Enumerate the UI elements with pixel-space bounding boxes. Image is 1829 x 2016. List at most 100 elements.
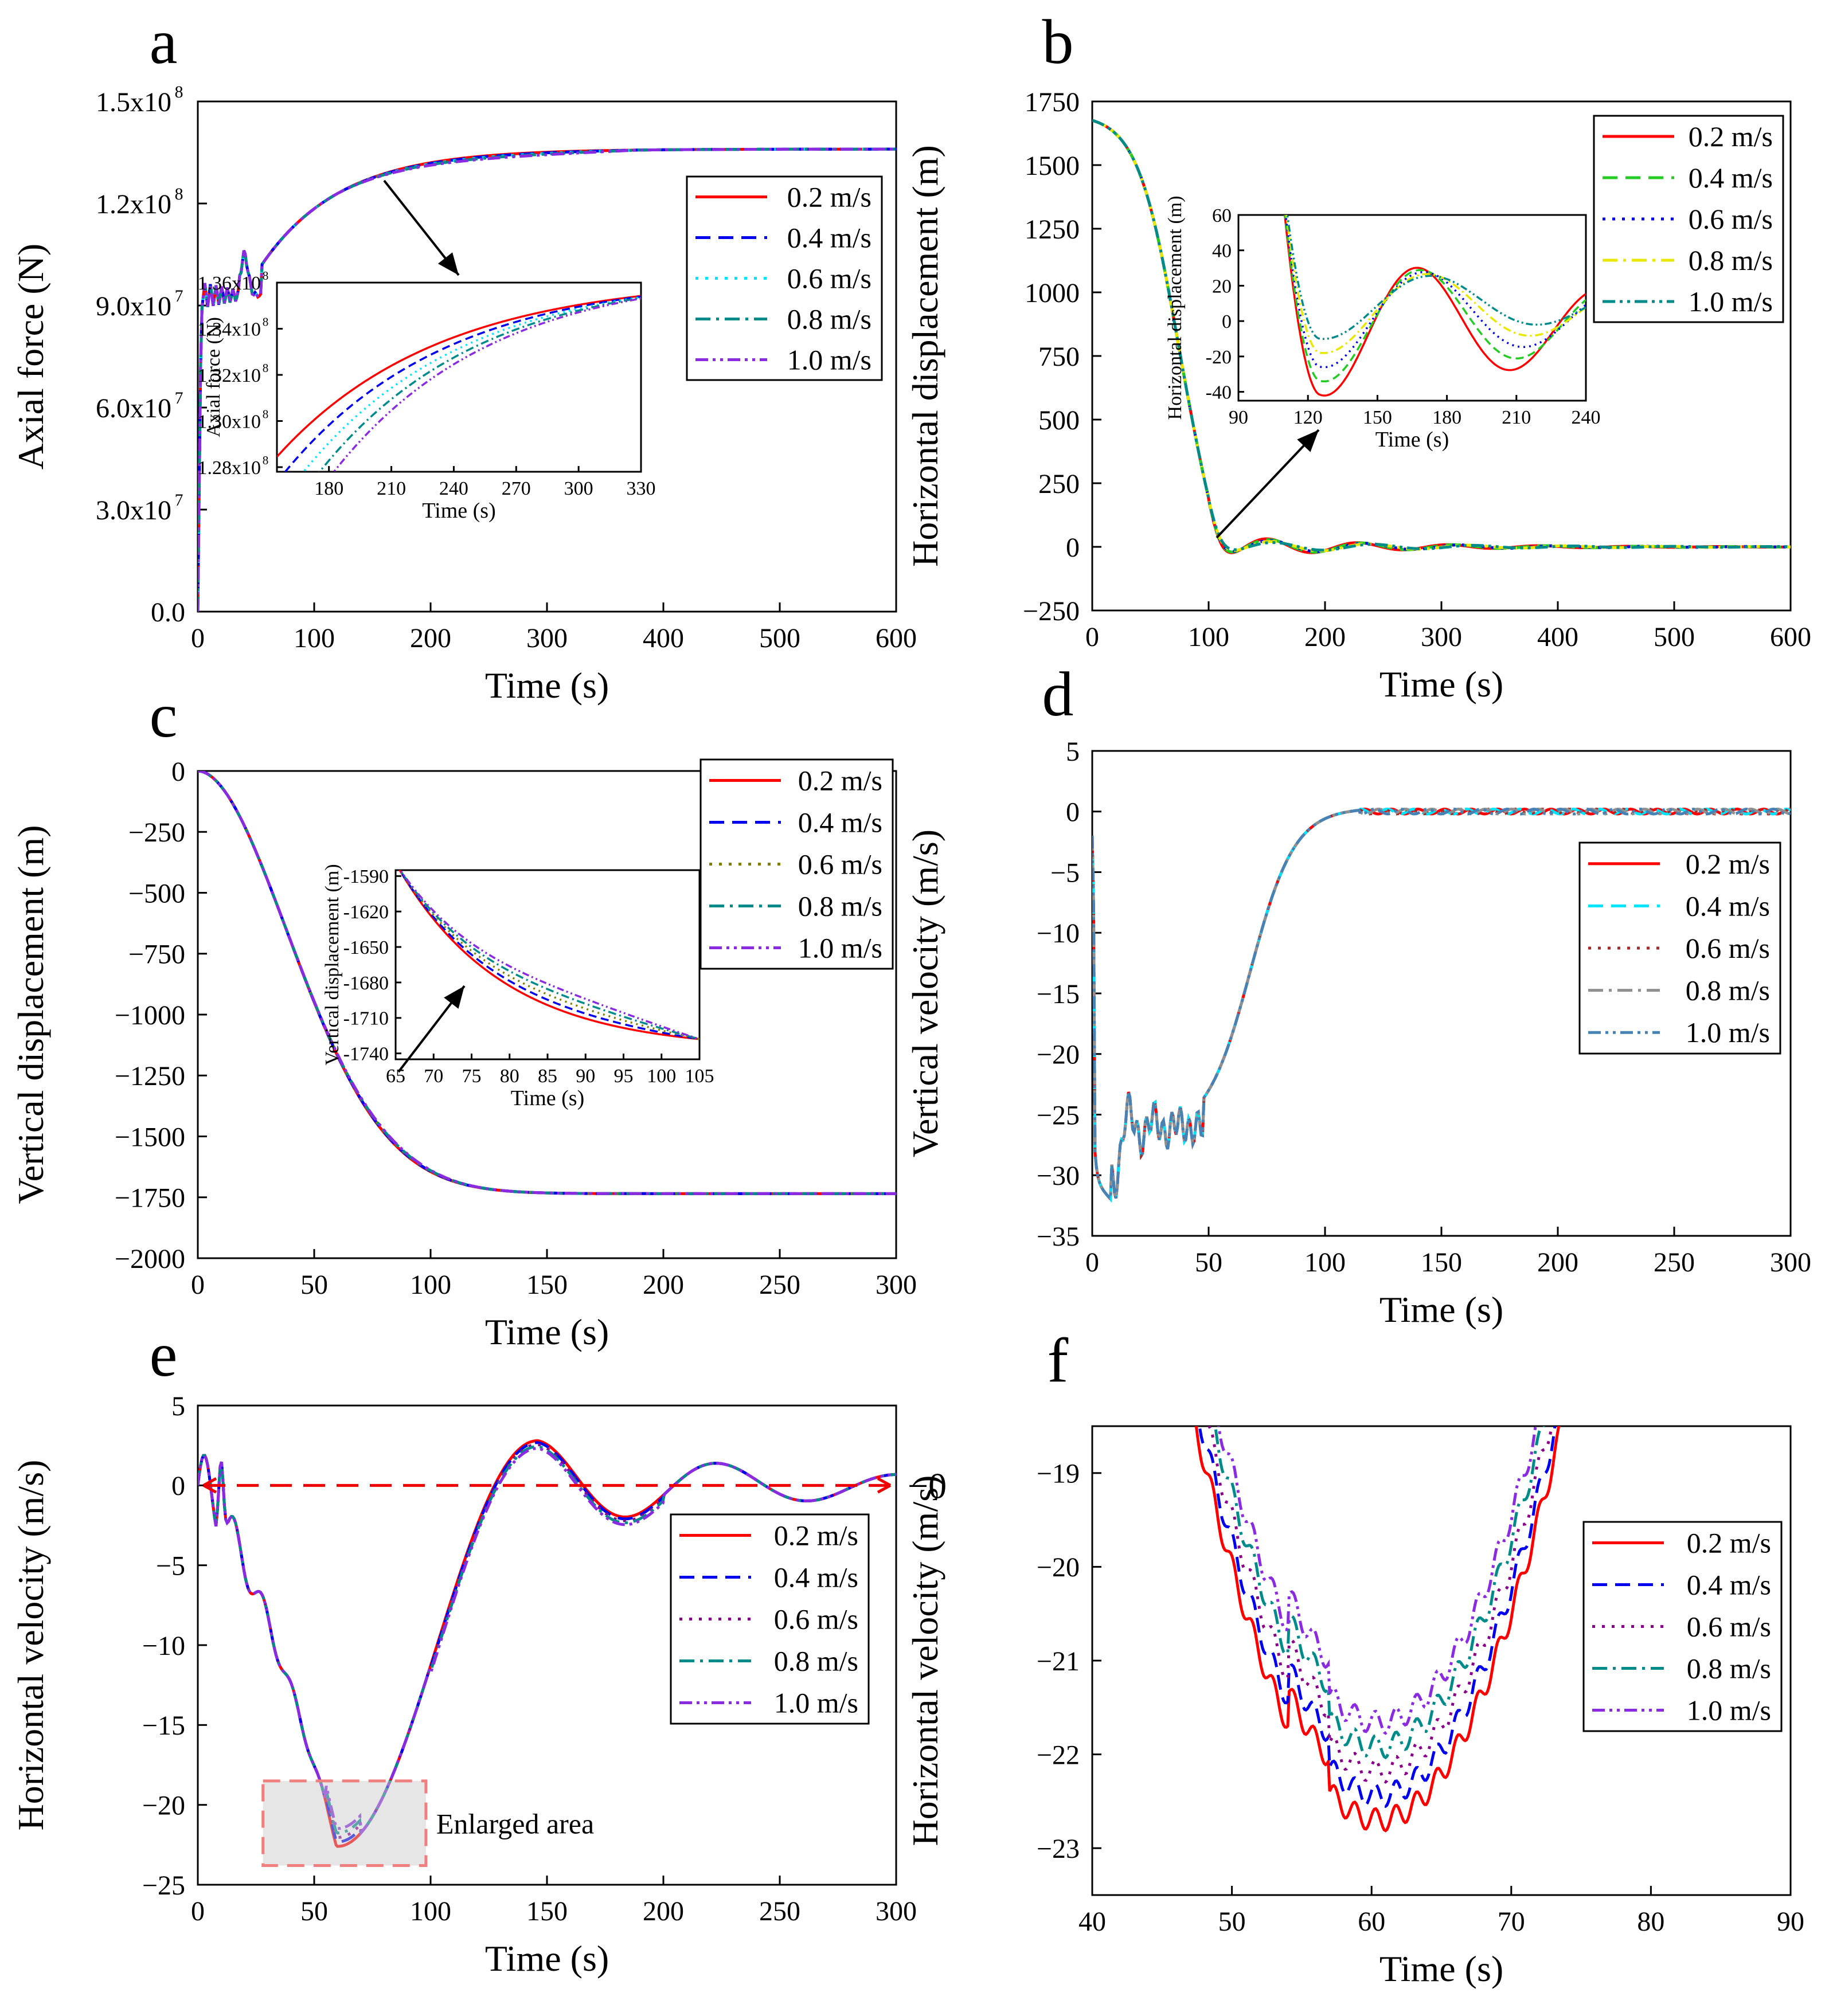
series-line-04: [1284, 215, 1586, 383]
y-tick-label: 1750: [1025, 87, 1080, 118]
legend-entry: 0.6 m/s: [774, 1603, 858, 1635]
inset-background: [277, 283, 641, 472]
y-tick-label: −20: [1037, 1552, 1080, 1583]
y-tick-label: −1250: [115, 1061, 185, 1091]
panel-label: e: [150, 1320, 178, 1389]
legend-entry: 0.8 m/s: [787, 303, 871, 335]
y-tick-label: 0: [171, 1471, 185, 1501]
x-tick-label: 250: [759, 1896, 800, 1927]
enlarged-area-box: [261, 1779, 428, 1868]
legend-box: [1578, 841, 1781, 1055]
y-tick-label: 1.5x10: [96, 87, 171, 118]
y-tick-exponent: 7: [175, 491, 183, 510]
legend-entry: 0.8 m/s: [774, 1645, 858, 1677]
legend-box: [1593, 115, 1784, 323]
x-tick-label: 120: [1293, 407, 1323, 428]
series-line-04: [1198, 1426, 1557, 1808]
y-tick-exponent: 8: [263, 407, 269, 421]
panel-label: a: [150, 7, 178, 77]
legend-entry: 1.0 m/s: [798, 932, 882, 964]
x-tick-label: 400: [643, 623, 684, 653]
chart-panel-f: f 40 50 60 70 80 90 −23 −22 −21 −20 −19 Time (s) Hori…: [905, 1325, 1804, 1989]
y-tick-label: 1.2x10: [96, 189, 171, 220]
y-tick-label: 1250: [1025, 214, 1080, 245]
legend-entry: 0.6 m/s: [1689, 203, 1773, 235]
x-tick-label: 90: [1229, 407, 1248, 428]
x-tick-label: 180: [1432, 407, 1461, 428]
series-line-06: [302, 296, 641, 472]
series-line-08: [1214, 1426, 1546, 1760]
legend-entry: 0.6 m/s: [1687, 1611, 1771, 1643]
y-tick-label: 0: [1222, 311, 1232, 332]
series-line-10: [1286, 215, 1586, 340]
x-tick-label: 200: [1537, 1247, 1578, 1278]
series-line-02: [1194, 1426, 1561, 1833]
x-tick-label: 250: [1654, 1247, 1695, 1278]
callout-arrowhead: [444, 986, 464, 1009]
inset-background: [396, 870, 699, 1059]
series-line-08: [1285, 215, 1586, 354]
y-axis-label: Horizontal displacement (m): [1164, 196, 1186, 420]
series-line-10: [1092, 119, 1791, 552]
panel-label: f: [1048, 1325, 1069, 1395]
legend-entry: 1.0 m/s: [1686, 1016, 1770, 1048]
legend-entry: 0.8 m/s: [1687, 1653, 1771, 1685]
y-tick-label: −19: [1037, 1459, 1080, 1489]
y-tick-label: −10: [1037, 918, 1080, 949]
y-tick-label: 0: [1066, 797, 1080, 828]
y-axis-label: Horizontal velocity (m/s): [10, 1460, 51, 1831]
legend-entry: 0.2 m/s: [1689, 120, 1773, 152]
x-tick-label: 200: [410, 623, 451, 653]
y-tick-label: −15: [142, 1710, 185, 1741]
x-tick-label: 210: [1502, 407, 1531, 428]
x-tick-label: 200: [643, 1896, 684, 1927]
y-axis-label: Axial force (N): [10, 244, 51, 469]
legend-entry: 0.6 m/s: [1686, 932, 1770, 964]
y-tick-exponent: 7: [175, 389, 183, 408]
x-tick-label: 300: [564, 478, 593, 499]
x-tick-label: 300: [1770, 1247, 1811, 1278]
x-tick-label: 210: [377, 478, 406, 499]
x-tick-label: 100: [294, 623, 335, 653]
y-tick-exponent: 7: [175, 287, 183, 306]
x-tick-label: 70: [1498, 1907, 1525, 1937]
x-axis-label: Time (s): [1379, 1948, 1503, 1989]
legend-entry: 0.4 m/s: [798, 807, 882, 839]
x-tick-label: 500: [759, 623, 800, 653]
legend-entry: 0.4 m/s: [774, 1561, 858, 1594]
x-tick-label: 250: [759, 1270, 800, 1300]
x-tick-label: 50: [300, 1270, 328, 1300]
x-tick-label: 100: [410, 1270, 451, 1300]
y-tick-label: 40: [1212, 241, 1232, 262]
y-tick-label: 9.0x10: [96, 291, 171, 322]
x-tick-label: 0: [191, 623, 205, 653]
y-tick-label: 1.36x10: [198, 273, 261, 294]
series-line-04: [284, 295, 641, 472]
legend-entry: 0.2 m/s: [787, 181, 871, 213]
y-tick-label: 1.34x10: [198, 319, 261, 340]
y-tick-label: 0: [171, 757, 185, 787]
y-tick-label: −10: [142, 1631, 185, 1661]
inset-chart: 90 120 150 180 210 240 -40 -20 0 20 40 60 Time (s) Ho…: [1164, 196, 1601, 452]
series-line-10: [198, 147, 896, 612]
y-tick-label: −15: [1037, 979, 1080, 1009]
y-tick-label: −20: [142, 1790, 185, 1821]
x-tick-label: 85: [538, 1066, 557, 1087]
x-axis-label: Time (s): [485, 665, 609, 706]
y-tick-label: 1.32x10: [198, 365, 261, 386]
series-line-02: [1284, 215, 1586, 397]
x-tick-label: 150: [526, 1896, 568, 1927]
callout-arrowhead: [437, 252, 459, 275]
x-tick-label: 600: [876, 623, 917, 653]
y-tick-label: 3.0x10: [96, 495, 171, 526]
legend-entry: 0.8 m/s: [1686, 974, 1770, 1007]
y-tick-label: -1740: [343, 1044, 389, 1065]
y-tick-label: −21: [1037, 1646, 1080, 1677]
y-tick-label: −1750: [115, 1183, 185, 1213]
y-tick-label: 60: [1212, 205, 1232, 226]
x-tick-label: 300: [876, 1896, 917, 1927]
y-tick-label: -1620: [343, 902, 389, 923]
x-tick-label: 200: [643, 1270, 684, 1300]
x-tick-label: 180: [314, 478, 343, 499]
